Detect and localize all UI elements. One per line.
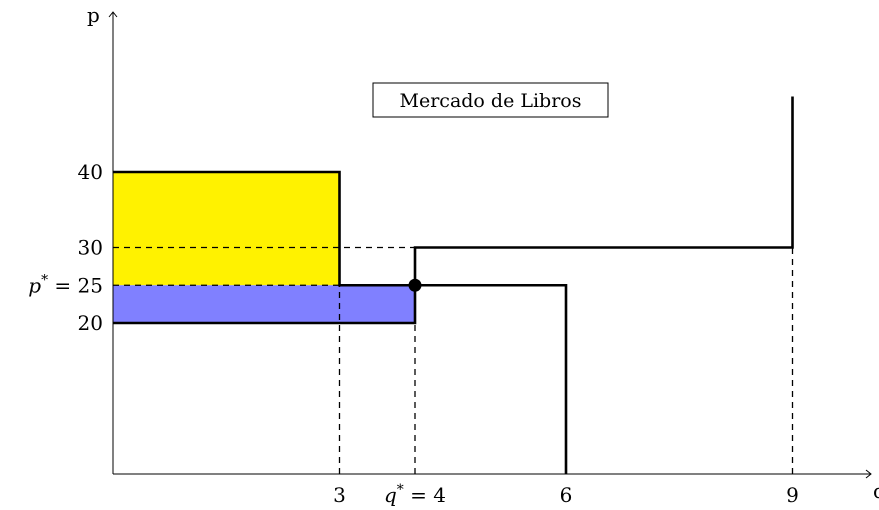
x-tick-label: q* = 4 (384, 482, 446, 507)
x-tick-label: 3 (333, 483, 346, 507)
y-tick-label: p* = 25 (28, 272, 103, 297)
consumer-surplus-region (113, 172, 340, 286)
y-axis-label: p (87, 3, 100, 27)
y-tick-label: 20 (78, 311, 103, 335)
chart-title-box: Mercado de Libros (372, 82, 609, 118)
title-frame (372, 82, 609, 118)
demand-line (113, 170, 568, 474)
series-lines (113, 96, 794, 474)
guide-lines (113, 246, 794, 474)
surplus-regions (113, 172, 415, 323)
axes: qp (87, 3, 879, 503)
equilibrium-point (408, 278, 422, 292)
supply-line (113, 96, 794, 325)
y-tick-label: 40 (78, 160, 103, 184)
producer-surplus-region (113, 285, 415, 323)
x-tick-label: 6 (560, 483, 573, 507)
chart-title: Mercado de Libros (400, 90, 582, 112)
y-tick-label: 30 (78, 236, 103, 260)
x-tick-label: 9 (786, 483, 799, 507)
markers (408, 278, 422, 292)
x-axis-label: q (873, 479, 879, 503)
x-axis-arrow (865, 469, 872, 479)
y-axis-arrow (108, 11, 118, 18)
tick-labels: 3 q* = 4 6 9 20 p* = 25 30 40 (28, 160, 799, 507)
